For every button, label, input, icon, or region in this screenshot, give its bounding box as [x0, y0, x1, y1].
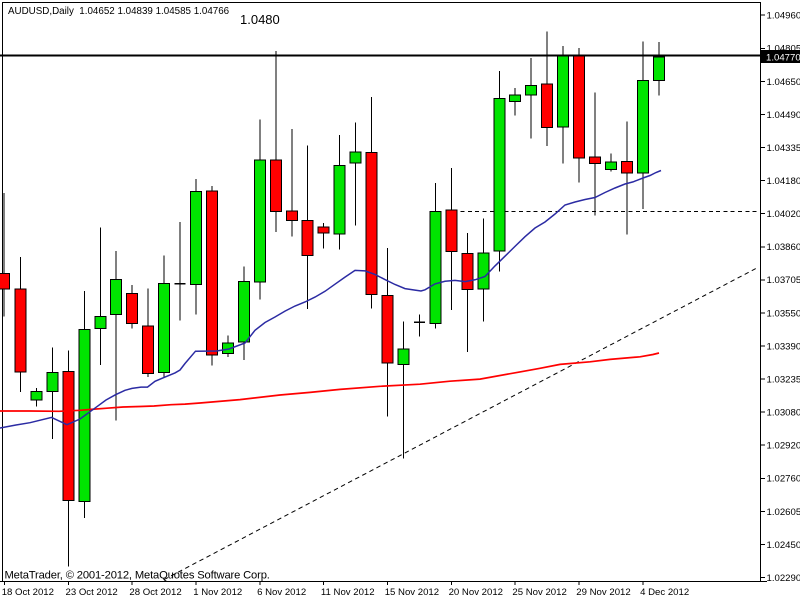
svg-text:1.03550: 1.03550 — [767, 308, 800, 319]
svg-text:1.04180: 1.04180 — [767, 176, 800, 187]
svg-text:6 Nov 2012: 6 Nov 2012 — [257, 587, 306, 598]
svg-text:15 Nov 2012: 15 Nov 2012 — [385, 587, 439, 598]
svg-text:1.04020: 1.04020 — [767, 209, 800, 220]
svg-text:MetaTrader, © 2001-2012, MetaQ: MetaTrader, © 2001-2012, MetaQuotes Soft… — [5, 570, 270, 582]
svg-text:1.0480: 1.0480 — [240, 12, 280, 27]
svg-text:1.04490: 1.04490 — [767, 110, 800, 121]
svg-text:1.04770: 1.04770 — [766, 53, 800, 64]
svg-text:1.03235: 1.03235 — [767, 375, 800, 386]
svg-text:1.02920: 1.02920 — [767, 441, 800, 452]
svg-text:20 Nov 2012: 20 Nov 2012 — [449, 587, 503, 598]
svg-text:AUDUSD,Daily 1.04652 1.04839: AUDUSD,Daily 1.04652 1.04839 1.04585 1.0… — [8, 6, 230, 17]
svg-text:1.02290: 1.02290 — [767, 573, 800, 584]
svg-text:18 Oct 2012: 18 Oct 2012 — [2, 587, 54, 598]
svg-text:4 Dec 2012: 4 Dec 2012 — [640, 587, 689, 598]
svg-text:1.02450: 1.02450 — [767, 540, 800, 551]
svg-text:28 Oct 2012: 28 Oct 2012 — [129, 587, 181, 598]
svg-text:23 Oct 2012: 23 Oct 2012 — [66, 587, 118, 598]
svg-text:29 Nov 2012: 29 Nov 2012 — [576, 587, 630, 598]
svg-text:1.04805: 1.04805 — [767, 44, 800, 55]
svg-text:1.03860: 1.03860 — [767, 242, 800, 253]
svg-text:1.04650: 1.04650 — [767, 77, 800, 88]
svg-text:1.03390: 1.03390 — [767, 341, 800, 352]
svg-text:1.04960: 1.04960 — [767, 11, 800, 22]
svg-text:1.02760: 1.02760 — [767, 474, 800, 485]
svg-text:25 Nov 2012: 25 Nov 2012 — [512, 587, 566, 598]
svg-text:1 Nov 2012: 1 Nov 2012 — [193, 587, 242, 598]
svg-text:1.04335: 1.04335 — [767, 143, 800, 154]
svg-text:11 Nov 2012: 11 Nov 2012 — [321, 587, 375, 598]
svg-text:1.03080: 1.03080 — [767, 408, 800, 419]
svg-text:1.02605: 1.02605 — [767, 507, 800, 518]
svg-text:1.03705: 1.03705 — [767, 275, 800, 286]
